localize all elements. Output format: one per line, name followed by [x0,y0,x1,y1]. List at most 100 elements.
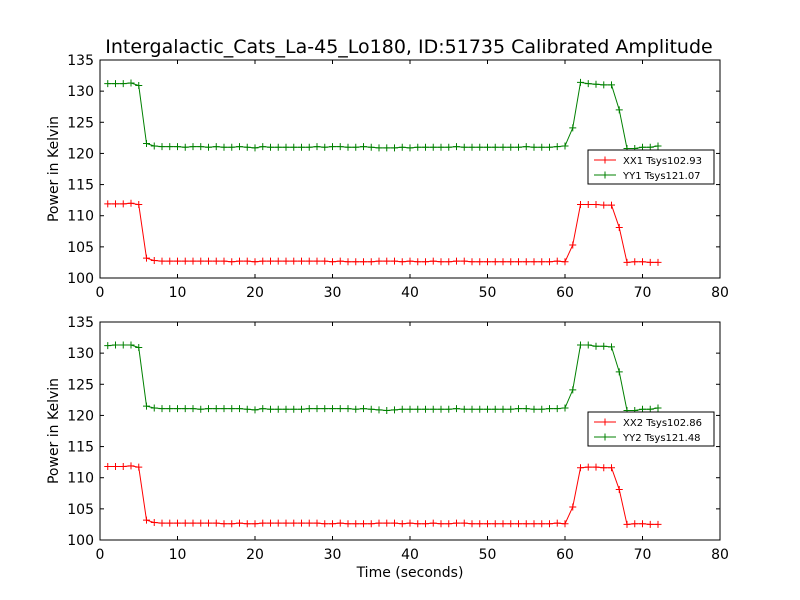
data-point [150,142,158,150]
data-point [119,463,127,471]
x-tick-label: 20 [246,547,264,563]
data-point [112,463,119,471]
data-point [569,124,577,132]
data-point [608,343,615,351]
data-point [344,258,352,266]
data-point [546,520,553,528]
data-point [561,520,569,528]
data-point [507,520,515,528]
data-point [220,405,228,413]
data-point [352,405,360,413]
data-point [228,520,236,528]
data-point [592,201,600,209]
x-tick-label: 10 [169,285,187,301]
data-point [127,462,135,470]
x-tick-label: 20 [246,285,264,301]
data-point [476,520,484,528]
data-point [383,406,391,414]
data-point [143,254,150,262]
data-point [422,405,429,413]
data-point [476,405,484,413]
data-point [437,143,445,151]
data-point [360,520,367,528]
data-point [228,258,236,266]
data-point [654,258,662,266]
data-point [321,520,329,528]
data-point [143,516,150,524]
data-point [375,257,383,265]
y-tick-label: 110 [67,209,94,225]
data-point [135,201,143,209]
data-point [414,258,422,266]
data-point [468,405,476,413]
data-point [166,143,174,151]
data-point [615,106,623,114]
data-point [484,520,491,528]
data-point [491,405,499,413]
data-point [600,81,608,89]
data-point [197,257,205,265]
data-point [476,258,484,266]
x-tick-label: 40 [401,285,419,301]
data-point [119,80,127,88]
data-point [546,405,553,413]
data-point [119,341,127,349]
data-point [367,258,375,266]
data-point [398,520,406,528]
data-point [445,143,453,151]
data-point [484,405,491,413]
data-point [236,143,243,151]
data-point [220,143,228,151]
y-tick-label: 100 [67,271,94,287]
data-point [329,405,336,413]
data-point [577,341,584,349]
data-point [499,405,507,413]
data-point [639,258,646,266]
data-point [437,405,445,413]
data-point [259,143,267,151]
data-point [267,257,274,265]
data-point [166,519,174,527]
data-point [422,143,429,151]
data-point [515,143,522,151]
data-point [422,520,429,528]
data-point [631,258,639,266]
series-1 [104,462,662,528]
data-point [344,143,352,151]
data-point [251,520,259,528]
data-point [290,143,298,151]
data-point [522,520,530,528]
data-point [274,519,282,527]
subplot-1: 0 10 20 30 40 50 60 70 80 100 105 110 115 120 125 130 13… [46,53,729,301]
data-point [584,201,592,209]
data-point [360,405,367,413]
data-point [174,257,181,265]
data-point [127,199,135,207]
data-point [197,519,205,527]
data-point [189,257,197,265]
legend-label: XX1 Tsys102.93 [623,156,702,167]
data-point [499,258,507,266]
y-tick-label: 120 [67,408,94,424]
data-point [305,405,313,413]
data-point [243,257,251,265]
data-point [352,520,360,528]
data-point [181,519,189,527]
data-point [212,519,220,527]
data-point [181,143,189,151]
data-point [267,143,274,151]
data-point [553,143,561,151]
data-point [166,405,174,413]
data-point [546,143,553,151]
data-point [406,519,414,527]
figure-title: Intergalactic_Cats_La-45_Lo180, ID:51735… [105,36,712,58]
data-point [274,143,282,151]
data-point [127,341,135,349]
data-point [228,143,236,151]
x-tick-label: 60 [556,547,574,563]
data-point [259,519,267,527]
data-point [259,257,267,265]
x-tick-label: 50 [479,547,497,563]
